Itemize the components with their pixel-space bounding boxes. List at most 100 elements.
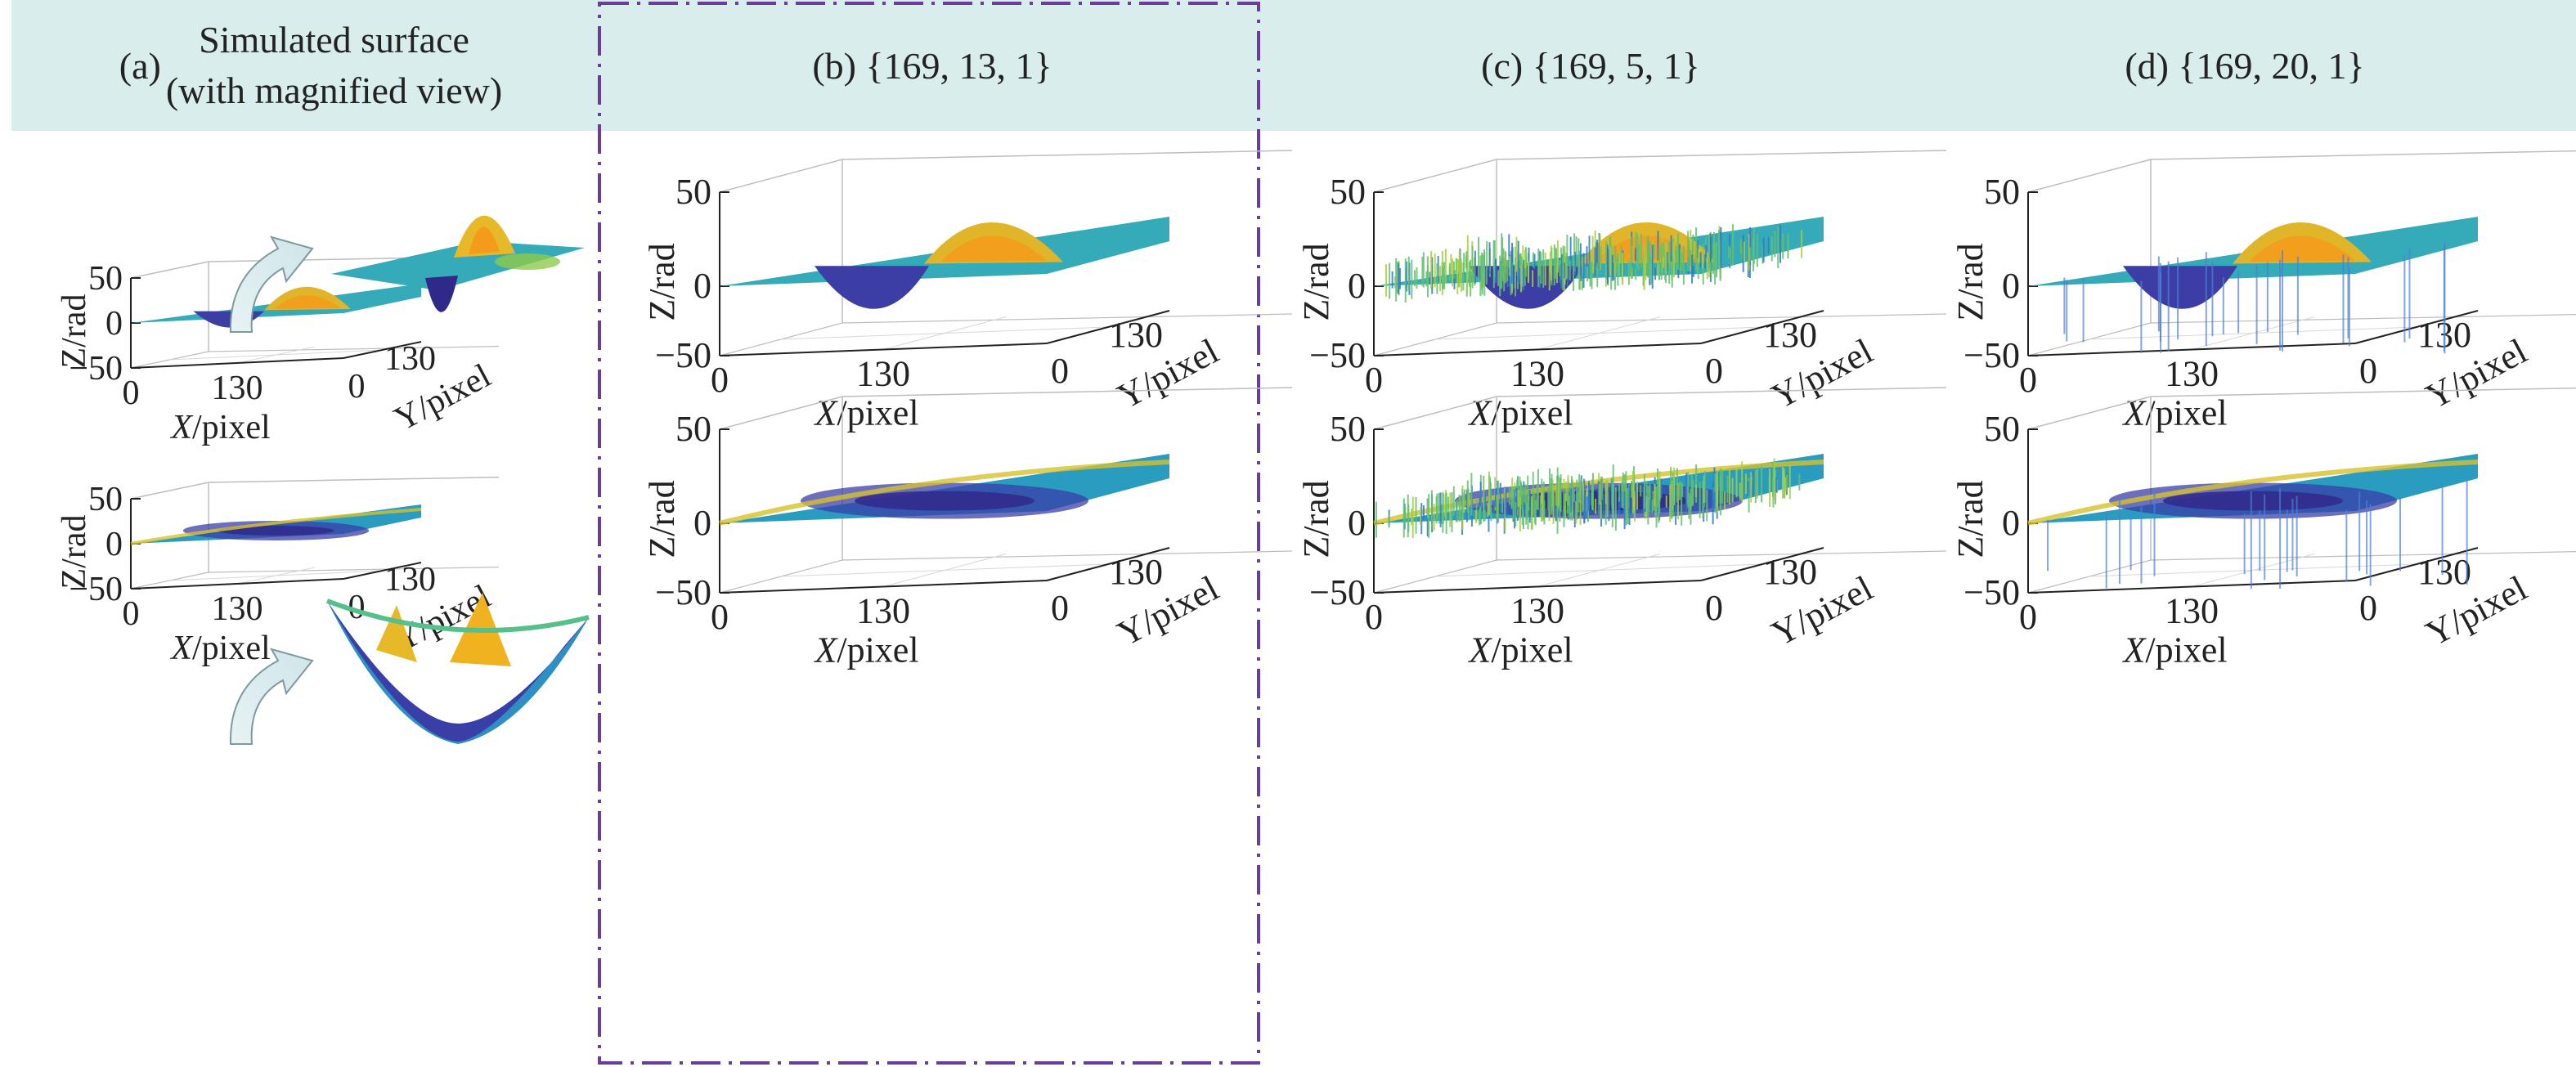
z-axis-label: Z/rad (56, 294, 93, 369)
column-title-a: (a) Simulated surface (with magnified vi… (33, 0, 589, 131)
z-axis-label: Z/rad (642, 243, 682, 321)
x-axis-label: X/pixel (169, 409, 270, 446)
surface-d-top (2028, 192, 2478, 354)
y-tick-label: 130 (384, 561, 436, 599)
surface-bowl-core (2163, 491, 2343, 511)
x-tick-label: 130 (2165, 591, 2219, 631)
axis-box-top-left (719, 396, 843, 430)
surface-rim (719, 460, 1170, 526)
x-tick-label: 130 (212, 590, 263, 628)
x-tick-label: 0 (123, 374, 140, 412)
axis-box-top-right (841, 150, 1293, 160)
z-tick-label: 50 (675, 172, 711, 212)
x-tick-label: 130 (212, 370, 263, 407)
axis-box-floor-back (841, 550, 1293, 561)
x-axis-line (719, 580, 1048, 594)
axis-box-top-left (719, 159, 843, 193)
x-tick-label: 0 (711, 597, 729, 637)
x-axis-line (130, 357, 344, 369)
surface-bowl-core (855, 491, 1034, 511)
axis-box-top-left (130, 482, 209, 500)
surface-bowl-core (218, 526, 334, 536)
z-tick-label: 0 (1348, 266, 1366, 306)
z-tick-label: 50 (88, 481, 123, 518)
inset-bowl-deep (327, 601, 589, 742)
z-axis-label: Z/rad (1296, 480, 1336, 558)
floor-grid-y (169, 349, 383, 361)
z-tick-label: 50 (1984, 172, 2020, 212)
y-tick-label: 130 (1763, 315, 1817, 355)
y-tick-label: 130 (1109, 552, 1163, 592)
y-tick-label: 0 (2359, 351, 2377, 391)
z-tick-label: 50 (1330, 172, 1366, 212)
y-tick-label: 0 (2359, 588, 2377, 628)
y-axis-line (2354, 547, 2479, 581)
x-axis-label: X/pixel (813, 393, 918, 433)
surface-dip (815, 266, 929, 309)
x-tick-label: 0 (123, 595, 140, 633)
axis-box-floor-back (2150, 550, 2576, 561)
surface-dip (2123, 266, 2237, 309)
y-tick-label: 130 (384, 340, 436, 378)
floor-grid-y (2089, 326, 2417, 340)
column-b-highlight-box (598, 2, 1260, 1065)
x-axis-line (719, 343, 1048, 356)
title-b: (b) {169, 13, 1} (812, 44, 1052, 87)
floor-grid-y (1434, 563, 1763, 577)
axis-box-top-left (1373, 159, 1497, 193)
inset-bump (495, 253, 560, 270)
x-tick-label: 0 (711, 360, 729, 400)
x-tick-label: 130 (2165, 354, 2219, 394)
x-tick-label: 130 (856, 354, 910, 394)
z-tick-label: 50 (1984, 409, 2020, 449)
surface-c-bottom (1373, 454, 1824, 539)
surface-peak-core (940, 235, 1047, 262)
z-tick-label: 50 (675, 409, 711, 449)
magnified-inset-bottom (325, 593, 590, 744)
column-title-d: (d) {169, 20, 1} (1918, 0, 2572, 131)
x-tick-label: 130 (1510, 354, 1564, 394)
y-axis-line (1700, 310, 1824, 344)
floor-grid-y (169, 570, 383, 581)
surface-b-top (720, 217, 1169, 309)
floor-grid-y (1434, 326, 1763, 340)
y-tick-label: 0 (1051, 351, 1069, 391)
axis-box-floor-back (208, 567, 500, 573)
z-tick-label: −50 (1963, 335, 2020, 375)
z-axis-label: Z/rad (1950, 243, 1990, 321)
axis-box-top-right (208, 476, 500, 483)
floor-grid-y (780, 326, 1109, 340)
axis-box-floor-back (2150, 313, 2576, 324)
axis-box-floor-back (1496, 313, 1947, 324)
x-tick-label: 130 (856, 591, 910, 631)
z-axis-label: Z/rad (1296, 243, 1336, 321)
axis-box-top-left (1373, 396, 1497, 430)
z-tick-label: 0 (693, 503, 711, 543)
y-tick-label: 0 (1705, 588, 1723, 628)
x-tick-label: 0 (2019, 360, 2037, 400)
axis-box-floor-back (841, 313, 1293, 324)
axis-box-top-right (1496, 150, 1947, 160)
x-axis-line (130, 578, 344, 590)
magnified-inset-top (331, 215, 585, 312)
surface-a-top (131, 284, 421, 328)
inset-peak-core (469, 226, 500, 254)
axis-box-top-left (2027, 396, 2152, 430)
floor-grid-y (780, 563, 1109, 577)
z-axis-label: Z/rad (56, 515, 93, 590)
inset-dip (425, 276, 458, 312)
title-d: (d) {169, 20, 1} (2125, 44, 2365, 87)
title-c: (c) {169, 5, 1} (1481, 44, 1700, 87)
z-tick-label: 50 (1330, 409, 1366, 449)
column-title-b: (b) {169, 13, 1} (601, 0, 1263, 131)
x-axis-label: X/pixel (169, 630, 270, 667)
title-a-line2: (with magnified view) (165, 69, 503, 111)
